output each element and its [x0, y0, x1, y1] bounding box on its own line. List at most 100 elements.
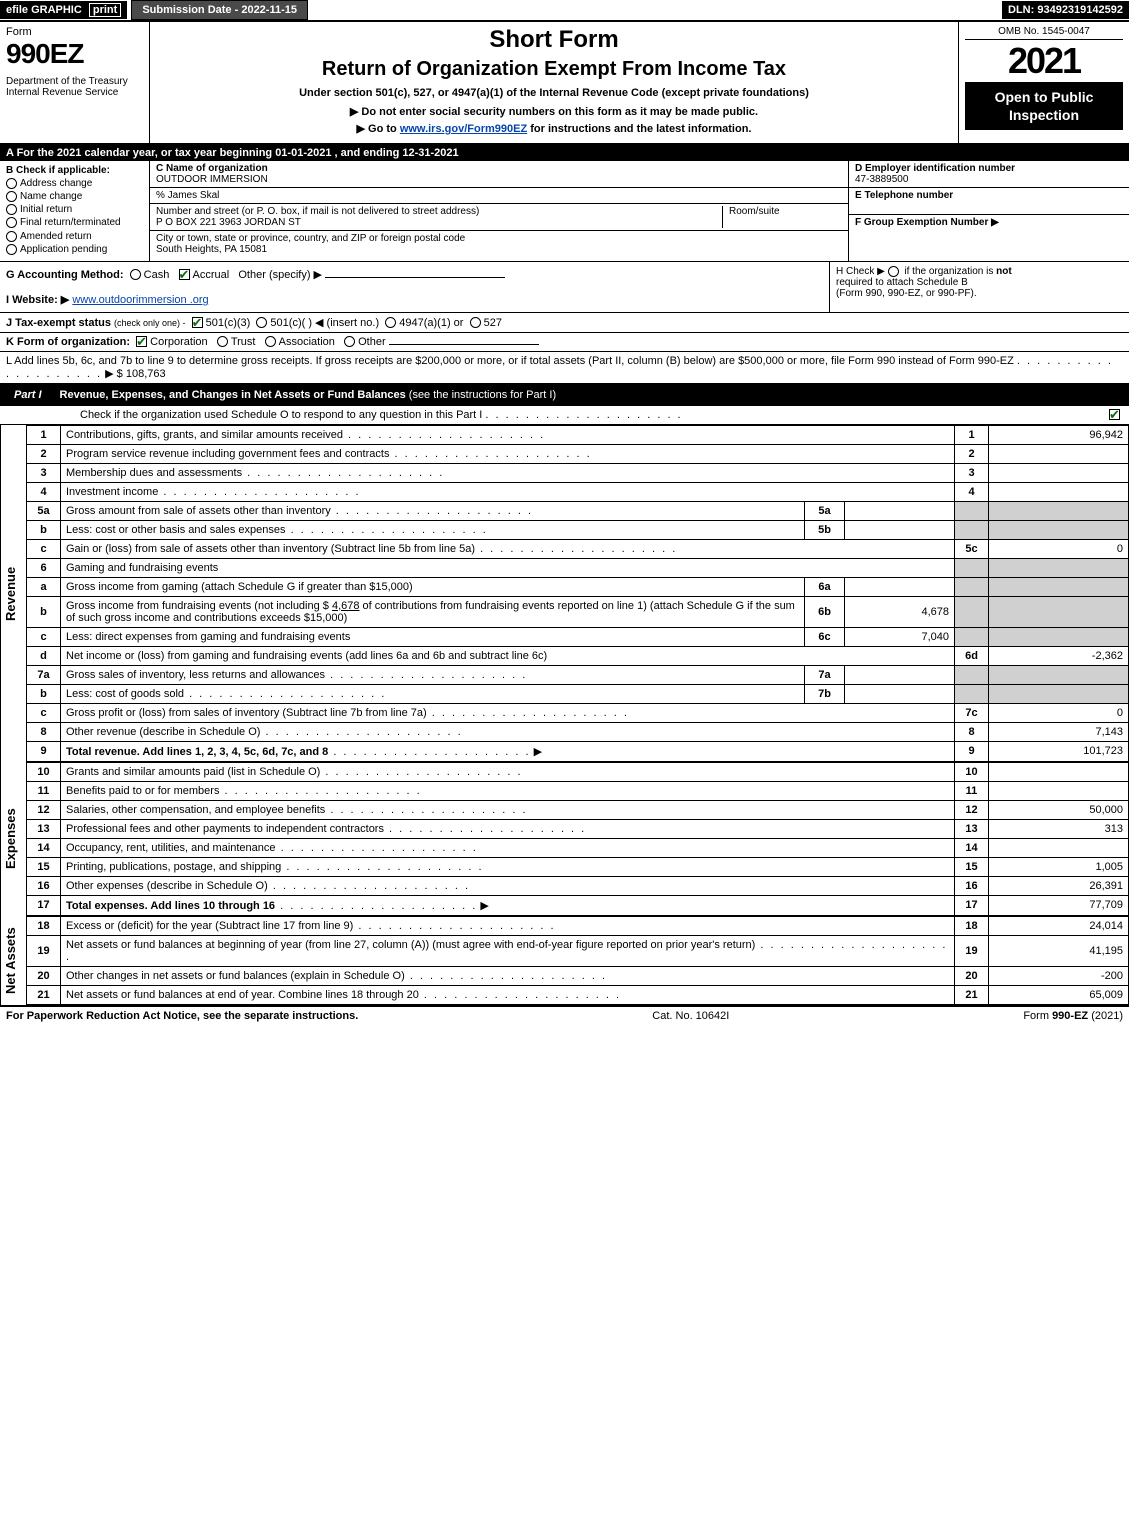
l15-text: Printing, publications, postage, and shi… — [66, 861, 281, 873]
l8-text: Other revenue (describe in Schedule O) — [66, 726, 260, 738]
chk-527[interactable] — [470, 317, 481, 328]
chk-final-return[interactable]: Final return/terminated — [6, 217, 143, 228]
l7c-rnum: 7c — [955, 703, 989, 722]
l18-amt: 24,014 — [989, 916, 1129, 935]
j-501c: 501(c)( ) ◀ (insert no.) — [270, 317, 379, 329]
chk-name-change[interactable]: Name change — [6, 191, 143, 202]
l18-rnum: 18 — [955, 916, 989, 935]
l16-text: Other expenses (describe in Schedule O) — [66, 880, 268, 892]
part1-tab: Part I — [6, 387, 50, 403]
part1-check-line: Check if the organization used Schedule … — [0, 406, 1129, 425]
org-name: OUTDOOR IMMERSION — [156, 174, 268, 185]
net-assets-label: Net Assets — [0, 916, 20, 1005]
chk-accrual[interactable] — [179, 269, 190, 280]
chk-corp[interactable] — [136, 336, 147, 347]
footer-left: For Paperwork Reduction Act Notice, see … — [6, 1010, 358, 1022]
efile-label: efile GRAPHIC print — [0, 1, 127, 19]
chk-assoc[interactable] — [265, 336, 276, 347]
l9-num: 9 — [27, 741, 61, 761]
print-button[interactable]: print — [89, 3, 121, 17]
l14-text: Occupancy, rent, utilities, and maintena… — [66, 842, 276, 854]
chk-other-org[interactable] — [344, 336, 355, 347]
l2-amt — [989, 444, 1129, 463]
chk-schedule-o[interactable] — [1109, 409, 1120, 420]
i-lbl: I Website: ▶ — [6, 294, 69, 306]
irs-link[interactable]: www.irs.gov/Form990EZ — [400, 123, 527, 135]
cash-label: Cash — [144, 269, 170, 281]
l7c-num: c — [27, 703, 61, 722]
l6-text: Gaming and fundraising events — [61, 558, 955, 577]
h-not: not — [996, 266, 1012, 277]
d-lbl: D Employer identification number — [855, 163, 1015, 174]
l21-num: 21 — [27, 985, 61, 1004]
chk-cash[interactable] — [130, 269, 141, 280]
l9-amt: 101,723 — [989, 741, 1129, 761]
f-lbl: F Group Exemption Number ▶ — [855, 217, 999, 228]
net-assets-table: 18Excess or (deficit) for the year (Subt… — [26, 916, 1129, 1005]
form-header: Form 990EZ Department of the Treasury In… — [0, 22, 1129, 145]
chk-application-pending-label: Application pending — [20, 244, 107, 255]
l8-rnum: 8 — [955, 722, 989, 741]
k-assoc: Association — [279, 336, 335, 348]
l4-text: Investment income — [66, 486, 158, 498]
open-to-public: Open to Public Inspection — [965, 82, 1123, 130]
l5c-amt: 0 — [989, 539, 1129, 558]
l5b-mid: 5b — [805, 520, 845, 539]
l12-num: 12 — [27, 800, 61, 819]
chk-trust[interactable] — [217, 336, 228, 347]
chk-amended-return[interactable]: Amended return — [6, 231, 143, 242]
l13-rnum: 13 — [955, 819, 989, 838]
part1-check-text: Check if the organization used Schedule … — [80, 409, 482, 421]
chk-h[interactable] — [888, 266, 899, 277]
website-link[interactable]: www.outdoorimmersion .org — [72, 294, 208, 306]
l21-text: Net assets or fund balances at end of ye… — [66, 989, 419, 1001]
submission-date: Submission Date - 2022-11-15 — [131, 0, 308, 20]
footer-right-bold: 990-EZ — [1052, 1010, 1088, 1022]
l7b-midamt — [845, 684, 955, 703]
l19-num: 19 — [27, 935, 61, 966]
l2-num: 2 — [27, 444, 61, 463]
accrual-label: Accrual — [193, 269, 230, 281]
l5a-num: 5a — [27, 501, 61, 520]
l9-rnum: 9 — [955, 741, 989, 761]
chk-application-pending[interactable]: Application pending — [6, 244, 143, 255]
j-lbl: J Tax-exempt status — [6, 317, 111, 329]
l17-num: 17 — [27, 895, 61, 915]
l5b-text: Less: cost or other basis and sales expe… — [66, 524, 286, 536]
l6c-text: Less: direct expenses from gaming and fu… — [66, 631, 350, 643]
h-text1: H Check ▶ — [836, 266, 885, 277]
footer-right-pre: Form — [1023, 1010, 1052, 1022]
l16-num: 16 — [27, 876, 61, 895]
l9-text: Total revenue. Add lines 1, 2, 3, 4, 5c,… — [66, 746, 328, 758]
l-text: L Add lines 5b, 6c, and 7b to line 9 to … — [6, 355, 1014, 367]
l3-num: 3 — [27, 463, 61, 482]
l16-amt: 26,391 — [989, 876, 1129, 895]
l6a-text: Gross income from gaming (attach Schedul… — [66, 581, 413, 593]
l5a-mid: 5a — [805, 501, 845, 520]
chk-4947[interactable] — [385, 317, 396, 328]
other-label: Other (specify) ▶ — [238, 269, 322, 281]
l3-text: Membership dues and assessments — [66, 467, 242, 479]
l13-text: Professional fees and other payments to … — [66, 823, 384, 835]
header-right: OMB No. 1545-0047 2021 Open to Public In… — [959, 22, 1129, 143]
l6a-mid: 6a — [805, 577, 845, 596]
l10-amt — [989, 762, 1129, 781]
l13-num: 13 — [27, 819, 61, 838]
chk-address-change[interactable]: Address change — [6, 178, 143, 189]
city: South Heights, PA 15081 — [156, 244, 267, 255]
chk-initial-return[interactable]: Initial return — [6, 204, 143, 215]
c-name-lbl: C Name of organization — [156, 163, 268, 174]
ein: 47-3889500 — [855, 174, 908, 185]
l7a-num: 7a — [27, 665, 61, 684]
header-left: Form 990EZ Department of the Treasury In… — [0, 22, 150, 143]
l2-rnum: 2 — [955, 444, 989, 463]
l17-text: Total expenses. Add lines 10 through 16 — [66, 900, 275, 912]
l5b-midamt — [845, 520, 955, 539]
chk-501c[interactable] — [256, 317, 267, 328]
chk-501c3[interactable] — [192, 317, 203, 328]
pct-name: % James Skal — [150, 188, 848, 204]
goto-pre: ▶ Go to — [357, 123, 400, 135]
l13-amt: 313 — [989, 819, 1129, 838]
l7c-amt: 0 — [989, 703, 1129, 722]
row-j: J Tax-exempt status (check only one) - 5… — [0, 313, 1129, 333]
